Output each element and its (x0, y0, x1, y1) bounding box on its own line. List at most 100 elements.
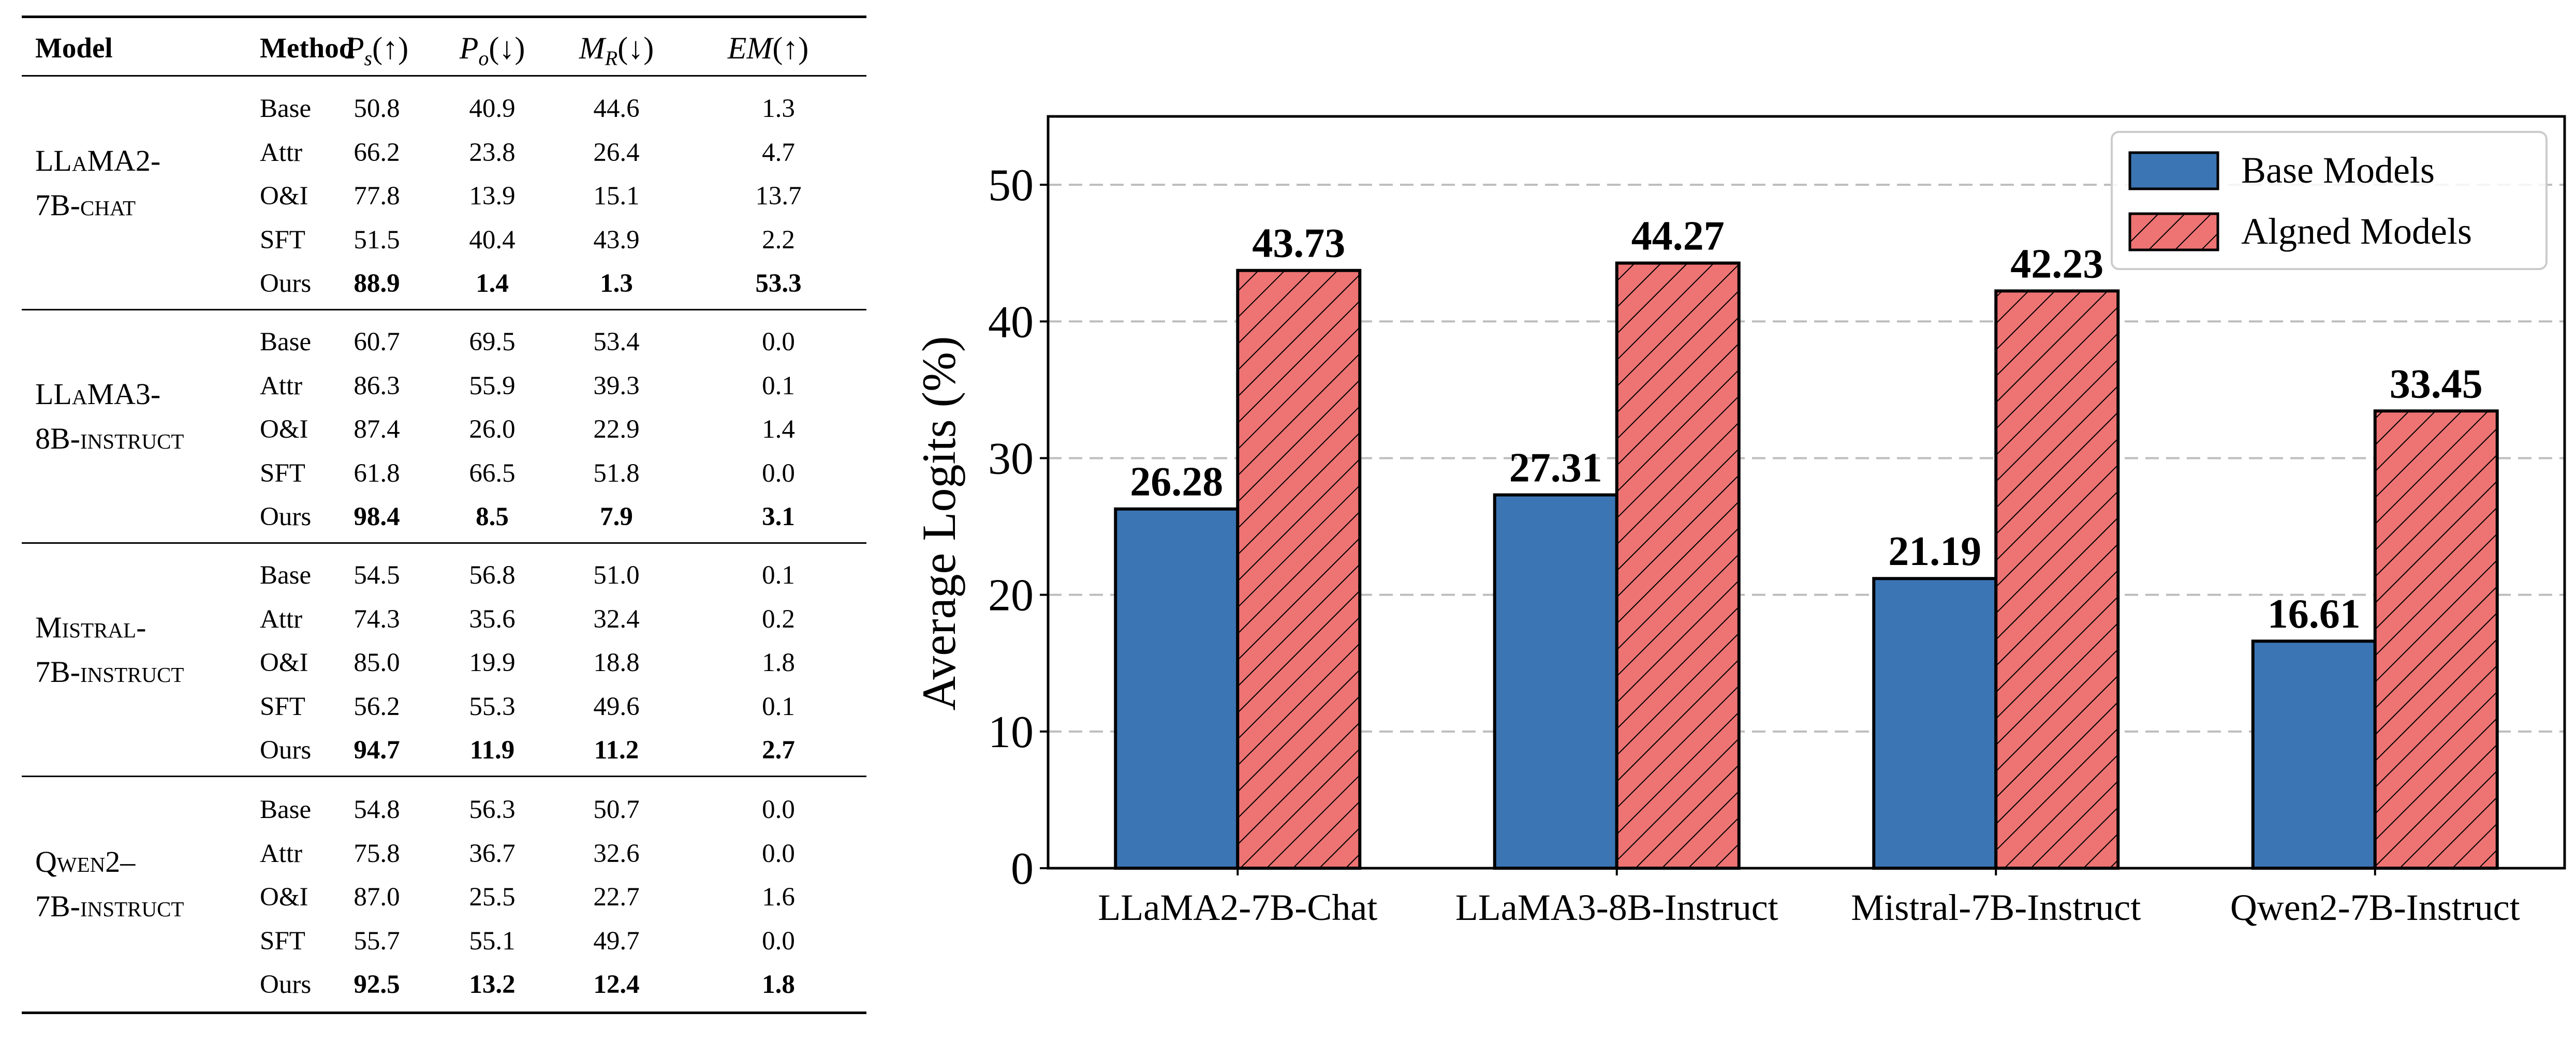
value-cell-em: 2.2 (762, 225, 795, 255)
bar-value-label: 44.27 (1631, 213, 1725, 259)
method-cell: SFT (260, 692, 305, 721)
bar-value-label: 16.61 (2268, 591, 2361, 637)
value-cell-ps: 94.7 (354, 736, 400, 765)
model-name-line2: 7B-chat (35, 188, 136, 222)
value-cell-em: 3.1 (762, 502, 795, 531)
method-cell: SFT (260, 926, 305, 956)
value-cell-ps: 85.0 (354, 648, 400, 677)
table-rule (22, 1012, 866, 1014)
value-cell-ps: 86.3 (354, 371, 400, 400)
value-cell-po: 40.9 (469, 94, 516, 123)
value-cell-mr: 49.6 (593, 692, 640, 721)
value-cell-ps: 88.9 (354, 269, 400, 298)
method-cell: O&I (260, 415, 308, 444)
value-cell-po: 11.9 (469, 736, 515, 765)
x-tick-label: LLaMA3-8B-Instruct (1455, 887, 1778, 928)
bar-aligned (1615, 261, 1741, 870)
value-cell-em: 0.0 (762, 328, 795, 356)
method-cell: Ours (260, 736, 312, 765)
model-name-line1: Qwen2– (35, 845, 136, 879)
method-cell: Attr (260, 604, 303, 634)
value-cell-mr: 26.4 (593, 138, 640, 167)
header-method: Method (260, 32, 355, 64)
value-cell-mr: 1.3 (600, 269, 633, 298)
bar-value-label: 27.31 (1509, 445, 1602, 491)
method-cell: Attr (260, 839, 303, 868)
model-name: Mistral- 7B-instruct (35, 605, 184, 694)
value-cell-po: 35.6 (469, 604, 516, 634)
method-cell: Attr (260, 138, 303, 167)
legend-swatch (2128, 151, 2219, 190)
model-name: Qwen2– 7B-instruct (35, 840, 184, 929)
value-cell-po: 66.5 (469, 458, 516, 488)
value-cell-em: 1.8 (762, 648, 795, 677)
value-cell-em: 4.7 (762, 138, 795, 167)
bar-base (1493, 493, 1618, 870)
header-ps: Ps(↑) (345, 31, 409, 70)
value-cell-ps: 87.4 (354, 415, 400, 444)
x-tick-label: LLaMA2-7B-Chat (1098, 887, 1377, 928)
y-tick-label: 0 (1011, 844, 1034, 894)
method-cell: O&I (260, 182, 308, 211)
x-tick-label: Qwen2-7B-Instruct (2230, 887, 2520, 928)
value-cell-mr: 22.7 (593, 883, 640, 912)
value-cell-em: 2.7 (762, 736, 795, 765)
bar-value-label: 33.45 (2390, 361, 2483, 407)
bar-base (2251, 640, 2377, 870)
method-cell: Base (260, 328, 312, 356)
bar-value-label: 42.23 (2010, 241, 2103, 287)
value-cell-po: 13.9 (469, 182, 516, 211)
header-mr: MR(↓) (579, 31, 654, 70)
value-cell-mr: 7.9 (600, 502, 633, 531)
value-cell-em: 0.0 (762, 458, 795, 488)
value-cell-po: 55.1 (469, 926, 516, 956)
model-name-line2: 8B-instruct (35, 422, 184, 455)
table-rule (22, 776, 866, 777)
value-cell-em: 0.0 (762, 795, 795, 824)
value-cell-em: 0.1 (762, 371, 795, 400)
value-cell-em: 0.0 (762, 839, 795, 868)
value-cell-po: 8.5 (476, 502, 509, 531)
value-cell-po: 40.4 (469, 225, 516, 255)
model-name-line2: 7B-instruct (35, 655, 184, 689)
method-cell: SFT (260, 225, 305, 255)
value-cell-ps: 66.2 (354, 138, 400, 167)
y-tick-label: 30 (988, 434, 1034, 484)
value-cell-em: 0.2 (762, 604, 795, 634)
value-cell-ps: 92.5 (354, 970, 400, 999)
bar-base (1872, 577, 1998, 870)
value-cell-po: 69.5 (469, 328, 516, 356)
value-cell-mr: 51.0 (593, 561, 640, 590)
value-cell-em: 0.0 (762, 926, 795, 956)
model-name-line2: 7B-instruct (35, 889, 184, 923)
plot-frame (1047, 115, 2566, 870)
value-cell-po: 55.9 (469, 371, 516, 400)
value-cell-po: 55.3 (469, 692, 516, 721)
value-cell-mr: 32.6 (593, 839, 640, 868)
value-cell-po: 1.4 (476, 269, 509, 298)
bar-value-label: 26.28 (1130, 459, 1223, 505)
y-tick-label: 20 (988, 571, 1034, 621)
value-cell-ps: 75.8 (354, 839, 400, 868)
value-cell-mr: 51.8 (593, 458, 640, 488)
y-axis-label: Average Logits (%) (912, 336, 965, 711)
y-tick-label: 40 (988, 297, 1034, 347)
value-cell-mr: 50.7 (593, 795, 640, 824)
value-cell-po: 13.2 (469, 970, 516, 999)
method-cell: Base (260, 94, 312, 123)
header-model: Model (35, 32, 113, 64)
value-cell-ps: 51.5 (354, 225, 400, 255)
value-cell-em: 0.1 (762, 561, 795, 590)
value-cell-mr: 11.2 (594, 736, 639, 765)
x-tick-label: Mistral-7B-Instruct (1851, 887, 2141, 928)
value-cell-po: 56.8 (469, 561, 516, 590)
value-cell-em: 1.8 (762, 970, 795, 999)
model-name: LLaMA2- 7B-chat (35, 139, 160, 228)
value-cell-mr: 32.4 (593, 604, 640, 634)
model-name-line1: LLaMA3- (35, 377, 161, 411)
bar-aligned (2373, 409, 2499, 870)
bar-value-label: 43.73 (1252, 221, 1345, 266)
value-cell-mr: 49.7 (593, 926, 640, 956)
